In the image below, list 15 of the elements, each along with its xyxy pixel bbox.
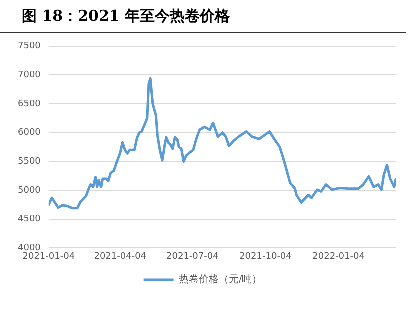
- y-tick-label: 5500: [18, 157, 42, 168]
- y-tick-label: 6500: [18, 99, 42, 110]
- x-tick-label: 2021-01-04: [22, 252, 76, 262]
- x-tick-label: 2021-04-04: [94, 252, 147, 262]
- x-tick-label: 2021-07-04: [166, 252, 220, 262]
- y-tick-label: 7000: [18, 70, 42, 81]
- y-tick-label: 5000: [18, 186, 42, 196]
- legend-label: 热卷价格（元/吨）: [178, 274, 262, 286]
- x-tick-label: 2022-01-04: [312, 252, 366, 262]
- y-tick-label: 4000: [18, 244, 42, 254]
- chart-title: 图 18：2021 年至今热卷价格: [0, 0, 406, 33]
- y-tick-label: 7500: [18, 42, 42, 52]
- y-tick-label: 4500: [18, 214, 42, 225]
- y-tick-label: 6000: [18, 128, 42, 138]
- x-tick-label: 2021-10-04: [240, 252, 292, 262]
